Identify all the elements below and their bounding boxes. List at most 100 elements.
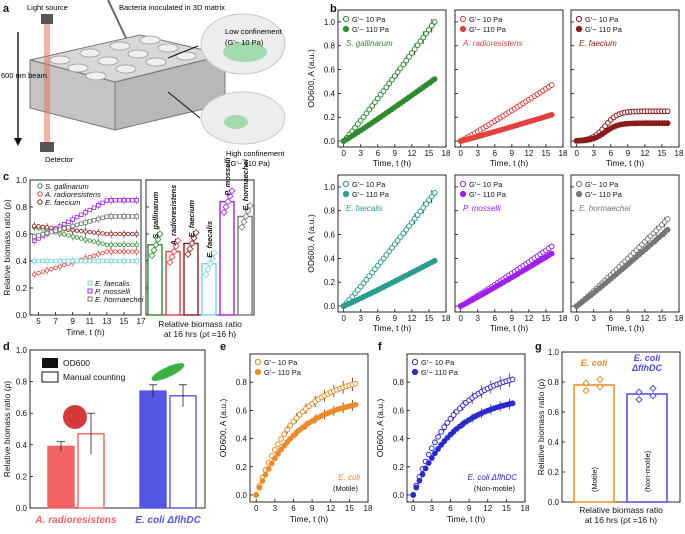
y-tick-label: 0.6 — [548, 408, 560, 417]
replicate-point — [186, 245, 194, 253]
data-point-10pa — [275, 441, 281, 448]
data-point — [61, 232, 67, 237]
legend-label-manual: Manual counting — [63, 372, 126, 382]
y-tick-label: 0.8 — [16, 203, 28, 212]
x-axis-label: Time, t (h) — [290, 514, 329, 524]
data-point-10pa — [372, 99, 378, 106]
panel-c-biomass-ratio-bars: S. gallinarum A. radioresistens E. faecium… — [145, 156, 255, 339]
data-point — [53, 258, 58, 264]
data-point-10pa — [287, 422, 294, 429]
data-point — [66, 219, 71, 225]
legend-label-10pa: G′~ 10 Pa — [469, 180, 503, 189]
replicate-point — [202, 270, 210, 279]
beam-arrow-head — [14, 138, 22, 146]
legend-label-10pa: G′~ 10 Pa — [585, 180, 619, 189]
data-point-10pa — [509, 376, 516, 383]
data-point-10pa — [447, 415, 454, 422]
x-tick-label: 6 — [376, 314, 381, 323]
data-point-10pa — [397, 65, 404, 72]
replicate-point — [208, 254, 216, 262]
species-label: E. faecalis — [346, 204, 383, 213]
replicate-point — [635, 395, 643, 404]
data-point-110pa — [413, 484, 420, 491]
x-tick-label: 15 — [657, 149, 666, 158]
replicate-point — [596, 383, 604, 391]
data-point-10pa — [441, 424, 448, 431]
x-tick-label: 15 — [424, 149, 433, 158]
panel-label-g: g — [535, 341, 542, 353]
data-point — [36, 258, 41, 264]
data-point-10pa — [389, 244, 395, 251]
data-point-10pa — [400, 230, 407, 237]
data-point-10pa — [391, 73, 398, 79]
data-point — [79, 228, 84, 234]
y-tick-label: 1.0 — [324, 18, 336, 27]
data-point — [108, 231, 114, 237]
replicate-point — [166, 258, 174, 266]
data-point-10pa — [391, 241, 398, 248]
x-axis-label: Time, t (h) — [447, 514, 486, 524]
x-tick-label: 18 — [442, 149, 451, 158]
y-tick-label: 0.0 — [324, 137, 336, 146]
bar — [219, 200, 235, 316]
data-point — [57, 227, 63, 232]
replicate-point — [154, 235, 162, 243]
data-point-10pa — [374, 95, 381, 102]
x-axis-label: Time, t (h) — [373, 323, 412, 333]
x-tick-label: 3 — [273, 504, 278, 513]
x-tick-label: 0 — [254, 504, 259, 513]
data-point — [104, 258, 110, 264]
data-point — [134, 231, 139, 237]
x-tick-label: 0 — [411, 504, 416, 513]
motility-label: (Motile) — [590, 466, 599, 492]
x-tick-label: 15 — [541, 149, 550, 158]
data-point — [104, 242, 110, 247]
legend-label: S. gallinarum — [45, 182, 89, 191]
data-point-10pa — [352, 380, 359, 387]
data-point-10pa — [420, 204, 427, 211]
data-point — [91, 258, 97, 264]
x-axis-label: Time, t (h) — [373, 158, 412, 168]
x-tick-label: 3 — [359, 314, 364, 323]
x-tick-label: 12 — [483, 504, 492, 513]
data-point-110pa — [664, 120, 671, 127]
category-label: A. radioresistens — [34, 515, 117, 526]
low-confinement-label: Low confinement — [225, 27, 283, 36]
data-point — [130, 198, 135, 203]
data-point — [91, 205, 97, 210]
legend-marker-10pa — [459, 15, 467, 23]
legend-label-10pa: G′~ 10 Pa — [469, 15, 503, 24]
data-point-110pa — [435, 446, 441, 452]
data-point-10pa — [403, 57, 410, 64]
data-point — [74, 235, 80, 240]
replicate-point — [210, 249, 218, 257]
data-point-10pa — [271, 447, 278, 453]
x-axis-label: Time, t (h) — [606, 323, 645, 333]
data-point-110pa — [352, 401, 359, 408]
data-point-10pa — [406, 223, 412, 229]
legend-label: E. faecalis — [95, 279, 130, 288]
data-point-10pa — [420, 34, 427, 41]
data-point-10pa — [290, 418, 297, 425]
data-point — [117, 249, 122, 254]
data-point — [125, 249, 131, 254]
y-tick-label: 0.2 — [324, 113, 336, 122]
data-point-110pa — [419, 471, 426, 478]
data-point — [87, 229, 92, 235]
data-point — [57, 258, 63, 264]
replicate-point — [148, 252, 156, 260]
data-point — [113, 258, 118, 264]
x-tick-label: 18 — [442, 314, 451, 323]
x-tick-label: 6 — [376, 149, 381, 158]
data-point-110pa — [278, 446, 284, 453]
data-point — [96, 216, 101, 222]
replicate-point — [170, 247, 178, 256]
x-tick-label: 18 — [559, 314, 568, 323]
data-point — [40, 224, 46, 230]
legend-label-110pa: G′~ 110 Pa — [352, 25, 390, 34]
x-tick-label: 9 — [626, 314, 631, 323]
legend-marker-110pa — [342, 25, 350, 33]
data-point — [134, 242, 139, 247]
legend-marker-110pa — [575, 25, 583, 33]
data-point-110pa — [432, 450, 438, 457]
